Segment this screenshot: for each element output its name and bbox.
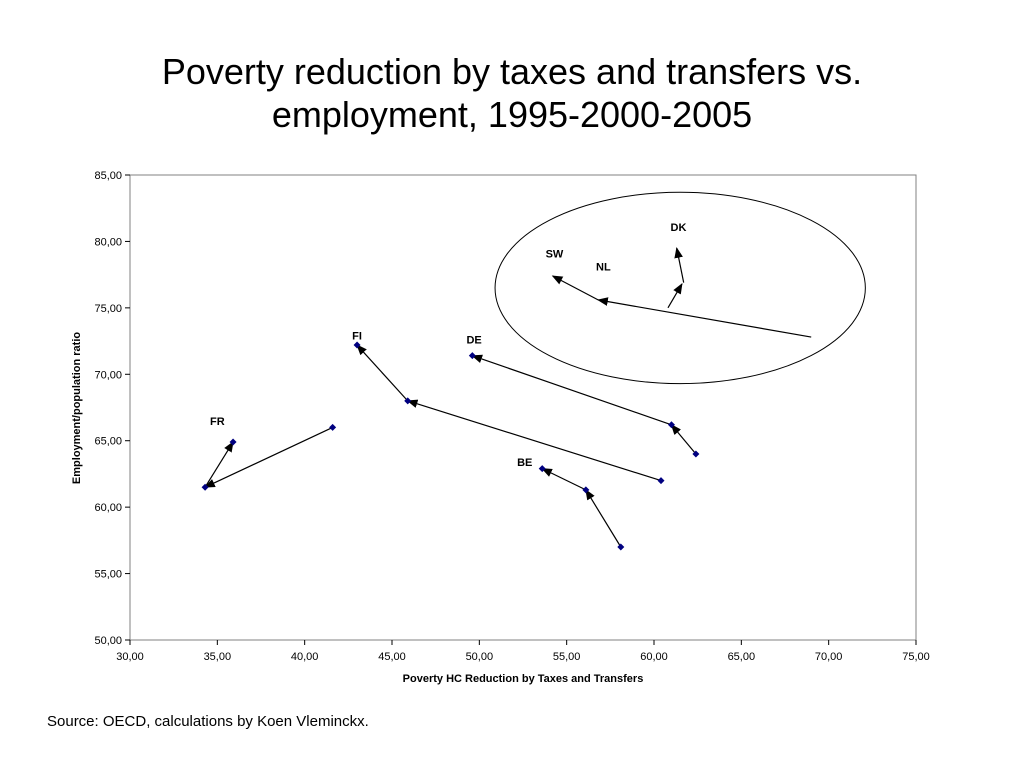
x-tick-label: 70,00: [815, 651, 843, 663]
series-label-de: DE: [466, 335, 481, 347]
series-fr-point: [229, 438, 237, 446]
x-tick-label: 60,00: [640, 651, 668, 663]
series-be-point: [538, 465, 546, 473]
series-label-be: BE: [517, 457, 532, 469]
y-axis-title: Employment/population ratio: [71, 332, 83, 484]
x-tick-label: 45,00: [378, 651, 406, 663]
series-be-point: [617, 543, 625, 551]
highlight-ellipse: [494, 191, 866, 385]
series-de-segment: [670, 423, 697, 455]
y-axis: 50,00 55,00 60,00 65,00 70,00 75,00 80,00 85,00: [94, 170, 130, 647]
series-de-point: [692, 450, 700, 458]
y-tick-label: 65,00: [94, 436, 122, 448]
series-labels: FR FI DE BE SW NL DK: [210, 222, 686, 469]
series-markers: [201, 341, 700, 551]
y-tick-label: 80,00: [94, 236, 122, 248]
series-label-nl: NL: [596, 262, 611, 274]
y-tick-label: 85,00: [94, 170, 122, 182]
series-fi-point: [404, 397, 412, 405]
series-fi-point: [353, 341, 361, 349]
series-fr-point: [329, 423, 337, 431]
x-tick-label: 50,00: [466, 651, 494, 663]
series-fr-segment: [204, 441, 234, 488]
x-axis: 30,00 35,00 40,00 45,00 50,00 55,00 60,00 65,00…: [116, 640, 930, 663]
source-note: Source: OECD, calculations by Koen Vlemi…: [47, 713, 369, 730]
series-fi-point: [657, 477, 665, 485]
series-nl-segment: [667, 283, 683, 309]
series-dk-segment: [674, 247, 685, 283]
y-tick-label: 50,00: [94, 635, 122, 647]
series-label-dk: DK: [671, 222, 687, 234]
series-sw-segment: [551, 275, 599, 301]
annotation-layer: [494, 191, 866, 385]
title-line-2: employment, 1995-2000-2005: [271, 94, 753, 135]
series-be-segment: [541, 468, 587, 491]
series-label-fr: FR: [210, 416, 225, 428]
series-label-fi: FI: [352, 331, 362, 343]
x-tick-label: 30,00: [116, 651, 144, 663]
x-tick-label: 65,00: [728, 651, 756, 663]
series-fi-segment: [406, 399, 662, 482]
series-be-point: [582, 486, 590, 494]
y-tick-label: 60,00: [94, 502, 122, 514]
x-tick-label: 40,00: [291, 651, 319, 663]
series-fi-segment: [356, 344, 409, 402]
series-de-point: [468, 352, 476, 360]
plot-area: [129, 174, 917, 641]
series-sw-segment: [597, 297, 812, 338]
series-fr-segment: [204, 426, 333, 488]
series-lines: [204, 247, 812, 548]
y-tick-label: 75,00: [94, 303, 122, 315]
x-axis-title: Poverty HC Reduction by Taxes and Transf…: [403, 673, 644, 685]
series-fr-point: [201, 483, 209, 491]
page-title: Poverty reduction by taxes and transfers…: [62, 50, 962, 136]
x-tick-label: 75,00: [902, 651, 930, 663]
series-de-point: [667, 421, 675, 429]
series-be-segment: [585, 488, 622, 548]
title-line-1: Poverty reduction by taxes and transfers…: [161, 51, 863, 92]
x-tick-label: 55,00: [553, 651, 581, 663]
x-tick-label: 35,00: [204, 651, 232, 663]
y-tick-label: 55,00: [94, 569, 122, 581]
series-de-segment: [471, 354, 672, 426]
y-tick-label: 70,00: [94, 369, 122, 381]
series-label-sw: SW: [546, 248, 564, 260]
